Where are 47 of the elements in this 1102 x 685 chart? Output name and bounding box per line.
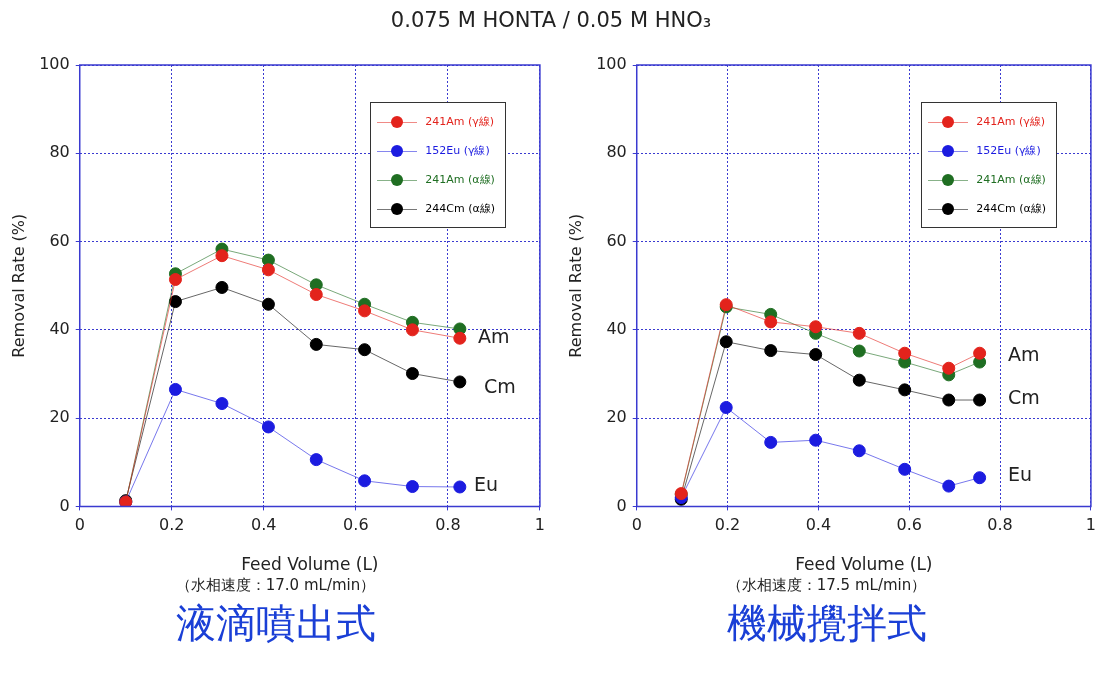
annotation: Cm (484, 375, 516, 397)
x-tick-label: 0.4 (805, 515, 832, 535)
legend-label: 244Cm (α線) (976, 201, 1046, 216)
text: （水相速度：17.0 mL/min） (174, 576, 377, 595)
annotation: Eu (1008, 463, 1033, 485)
y-axis-title: Removal Rate (%) (565, 213, 585, 358)
legend-label: 241Am (α線) (425, 172, 495, 187)
y-tick-label: 0 (59, 495, 70, 515)
annotation: Am (478, 325, 510, 347)
text: （水相速度：17.5 mL/min） (725, 576, 928, 595)
y-tick-label: 40 (49, 319, 70, 338)
y-tick-label: 20 (49, 407, 70, 427)
x-tick-label: 0.2 (159, 515, 185, 535)
x-tick-label: 0.6 (343, 515, 369, 535)
annotation: Eu (474, 473, 499, 495)
x-tick-label: 1 (1085, 515, 1096, 535)
y-tick-label: 100 (39, 54, 70, 74)
y-tick-label: 60 (49, 230, 70, 250)
legend-label: 241Am (γ線) (425, 114, 495, 129)
y-tick-label: 80 (606, 142, 627, 162)
legend-label: 241Am (γ線) (976, 114, 1046, 129)
legend-label: 152Eu (γ線) (425, 143, 490, 158)
legend-label: 244Cm (α線) (425, 201, 495, 216)
y-tick-label: 80 (49, 142, 70, 162)
x-axis-title: Feed Volume (L) (795, 554, 933, 575)
y-tick-label: 40 (606, 319, 627, 338)
y-axis-title: Removal Rate (%) (8, 213, 28, 358)
annotation: Am (1008, 343, 1040, 365)
x-tick-label: 0.8 (435, 515, 461, 535)
legend-label: 241Am (α線) (976, 172, 1046, 187)
x-tick-label: 0.8 (987, 515, 1013, 535)
y-tick-label: 0 (616, 495, 627, 515)
x-tick-label: 0 (631, 515, 642, 535)
x-tick-label: 0.4 (251, 515, 277, 535)
x-tick-label: 0.6 (896, 515, 922, 535)
y-tick-label: 60 (606, 230, 627, 250)
legend-label: 152Eu (γ線) (976, 143, 1041, 158)
annotation: Cm (1008, 386, 1040, 408)
y-tick-label: 100 (596, 54, 627, 74)
chart-title: 0.075 M HONTA / 0.05 M HNO₃ (389, 7, 713, 34)
text: 機械攪拌式 (725, 599, 928, 647)
x-tick-label: 1 (534, 515, 545, 535)
text: 液滴噴出式 (174, 599, 377, 647)
y-tick-label: 20 (606, 407, 627, 427)
x-tick-label: 0.2 (714, 515, 741, 535)
x-tick-label: 0 (74, 515, 85, 535)
x-axis-title: Feed Volume (L) (241, 554, 379, 575)
